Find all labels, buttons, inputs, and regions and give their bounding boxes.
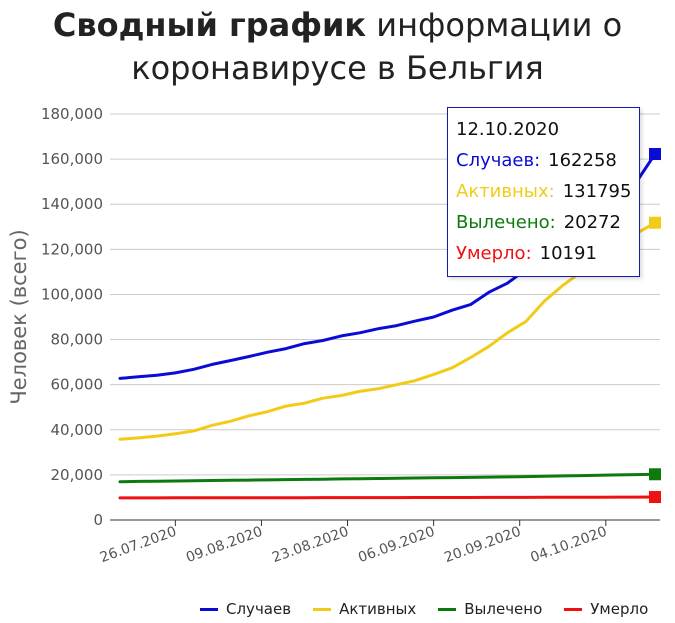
- x-tick-label: 23.08.2020: [270, 524, 351, 566]
- legend-label-cases: Случаев: [226, 600, 292, 618]
- chart-legend: Случаев Активных Вылечено Умерло: [200, 598, 648, 620]
- y-tick-label: 160,000: [41, 150, 103, 168]
- tooltip-label-active: Активных:: [456, 181, 555, 202]
- tooltip-value-cases: 162258: [548, 150, 617, 171]
- tooltip-value-recovered: 20272: [563, 212, 621, 233]
- legend-swatch-active: [313, 607, 332, 611]
- tooltip-label-deaths: Умерло:: [456, 243, 532, 264]
- y-tick-label: 100,000: [41, 285, 103, 303]
- series-end-marker-2: [649, 468, 661, 481]
- series-line-2: [118, 472, 657, 484]
- y-axis-title: Человек (всего): [7, 229, 31, 404]
- x-tick-label: 26.07.2020: [98, 524, 179, 566]
- x-tick-label: 20.09.2020: [442, 524, 523, 566]
- tooltip-date: 12.10.2020: [456, 119, 560, 140]
- tooltip-row-recovered: Вылечено: 20272: [456, 211, 639, 242]
- title-rest: информации о: [366, 6, 623, 44]
- legend-item-active[interactable]: Активных: [313, 600, 416, 618]
- y-tick-label: 80,000: [51, 331, 104, 349]
- tooltip-value-deaths: 10191: [539, 243, 597, 264]
- series-end-marker-0: [649, 148, 661, 161]
- y-tick-label: 40,000: [51, 421, 104, 439]
- series-end-marker-3: [649, 491, 661, 504]
- tooltip-row-cases: Случаев: 162258: [456, 149, 639, 180]
- legend-label-active: Активных: [339, 600, 417, 618]
- tooltip-row-active: Активных: 131795: [456, 180, 639, 211]
- y-tick-label: 60,000: [51, 376, 104, 394]
- tooltip-row-deaths: Умерло: 10191: [456, 242, 639, 273]
- y-tick-label: 140,000: [41, 195, 103, 213]
- legend-swatch-deaths: [564, 607, 583, 611]
- legend-item-deaths[interactable]: Умерло: [564, 600, 648, 618]
- y-tick-label: 120,000: [41, 240, 103, 258]
- legend-item-recovered[interactable]: Вылечено: [438, 600, 542, 618]
- y-tick-label: 0: [93, 511, 103, 529]
- series-end-marker-1: [649, 216, 661, 229]
- tooltip-label-recovered: Вылечено:: [456, 212, 556, 233]
- tooltip-value-active: 131795: [562, 181, 632, 202]
- chart-title: Сводный график информации о коронавирусе…: [0, 4, 675, 90]
- y-tick-label: 180,000: [41, 105, 103, 123]
- x-tick-label: 06.09.2020: [356, 524, 437, 566]
- x-tick-label: 04.10.2020: [528, 524, 609, 566]
- title-line-2: коронавирусе в Бельгия: [131, 49, 544, 87]
- legend-swatch-recovered: [438, 607, 457, 611]
- legend-item-cases[interactable]: Случаев: [200, 600, 291, 618]
- hover-tooltip: 12.10.2020 Случаев: 162258 Активных: 13179…: [447, 107, 640, 277]
- x-tick-label: 09.08.2020: [184, 524, 265, 566]
- legend-label-deaths: Умерло: [590, 600, 649, 618]
- series-line-3: [118, 495, 657, 500]
- legend-label-recovered: Вылечено: [464, 600, 543, 618]
- tooltip-label-cases: Случаев:: [456, 150, 541, 171]
- legend-swatch-cases: [200, 607, 218, 611]
- y-tick-label: 20,000: [51, 466, 104, 484]
- title-line-1: Сводный график информации о: [0, 4, 675, 47]
- series-line-1: [118, 221, 657, 441]
- title-bold: Сводный график: [52, 6, 367, 44]
